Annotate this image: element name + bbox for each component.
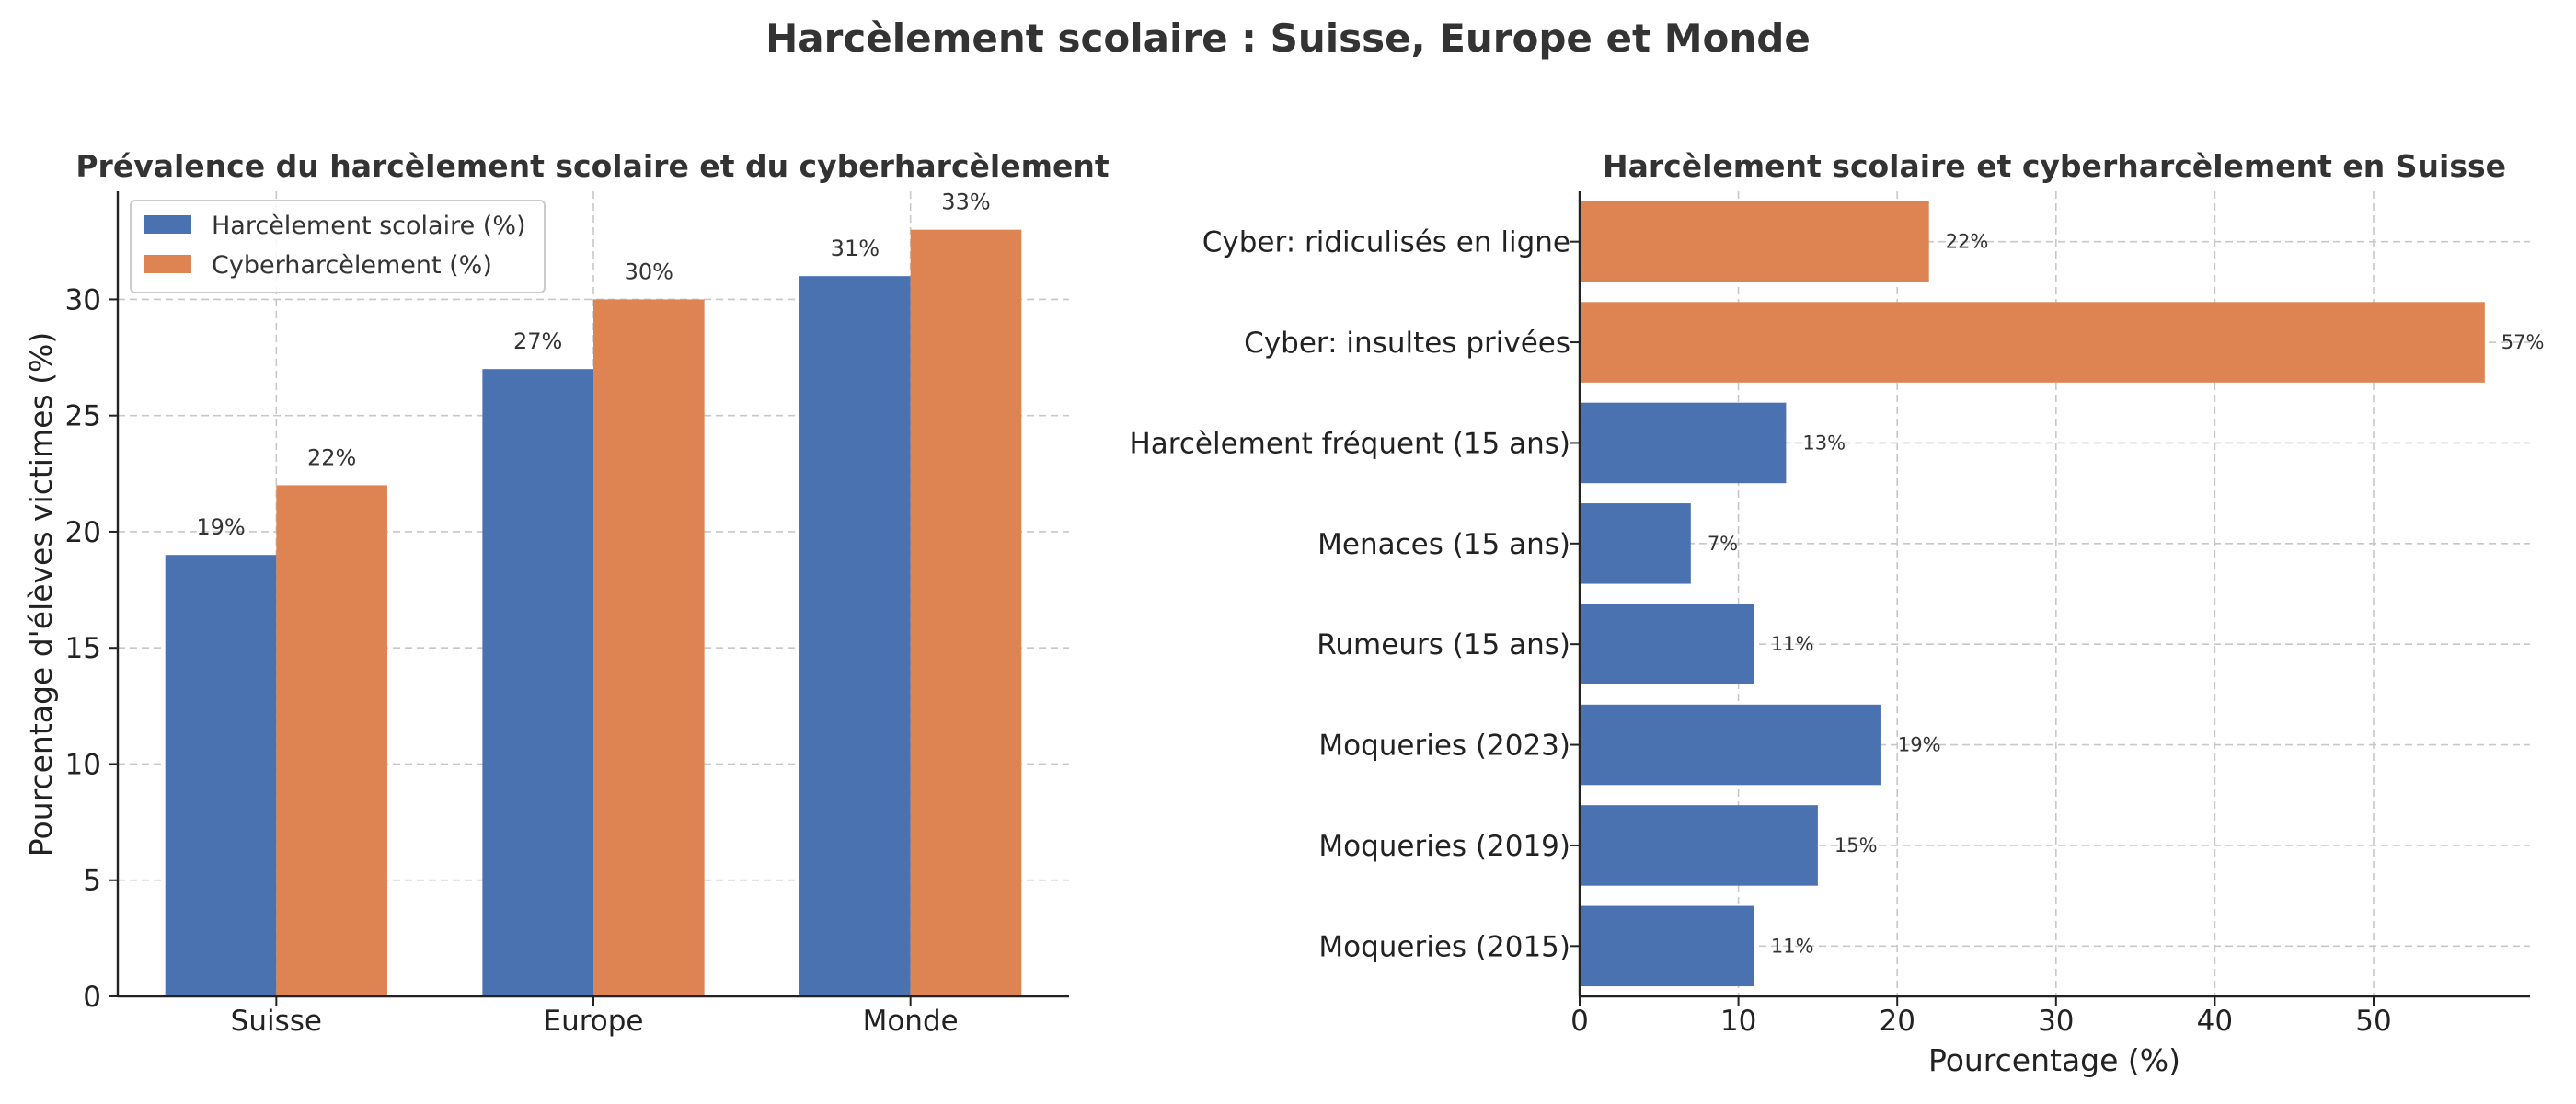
right-axes: 0 10 20 30 40 50 Moqueries (2015) Moqueries (20…: [1130, 191, 2530, 1038]
right-bar-data-label: 19%: [1898, 734, 1941, 756]
right-bar: [1580, 805, 1818, 886]
left-y-tick-label: 5: [83, 865, 101, 898]
right-bar: [1580, 704, 1881, 786]
left-bar-data-label: 31%: [831, 236, 880, 261]
legend-swatch-bullying: [144, 215, 191, 234]
right-y-tick-label: Moqueries (2023): [1318, 730, 1570, 763]
left-bar-data-label: 33%: [941, 190, 990, 215]
right-x-tick-label: 30: [2038, 1005, 2074, 1038]
right-x-axis-label: Pourcentage (%): [1928, 1042, 2180, 1078]
prevalence-bar-chart: Prévalence du harcèlement scolaire et du…: [23, 148, 1110, 1038]
left-legend: Harcèlement scolaire (%) Cyberharcèlemen…: [130, 200, 546, 293]
right-y-tick-label: Moqueries (2015): [1318, 930, 1570, 963]
right-y-tick-label: Menaces (15 ans): [1317, 528, 1570, 561]
left-bar-data-label: 19%: [196, 514, 245, 540]
left-y-tick-label: 30: [65, 283, 101, 316]
right-x-tick-label: 40: [2197, 1005, 2233, 1038]
right-bar-data-label: 13%: [1802, 431, 1846, 454]
right-y-tick-label: Cyber: insultes privées: [1244, 327, 1570, 360]
left-bars: [165, 229, 1022, 996]
left-bar-data-label: 27%: [513, 328, 562, 354]
right-x-tick-label: 50: [2355, 1005, 2391, 1038]
left-chart-title: Prévalence du harcèlement scolaire et du…: [75, 148, 1109, 184]
left-y-tick-label: 15: [65, 632, 101, 665]
legend-label-cyberbullying: Cyberharcèlement (%): [212, 251, 492, 280]
right-x-tick-label: 0: [1570, 1005, 1589, 1038]
left-y-tick-label: 10: [65, 748, 101, 781]
right-bar-data-label: 11%: [1771, 935, 1814, 957]
right-bar-data-label: 7%: [1708, 533, 1738, 555]
right-bar-data-label: 15%: [1834, 834, 1878, 857]
figure-title: Harcèlement scolaire : Suisse, Europe et…: [765, 16, 1811, 61]
switzerland-hbar-chart: Harcèlement scolaire et cyberharcèlement…: [1130, 148, 2545, 1078]
legend-swatch-cyberbullying: [144, 255, 191, 273]
right-x-tick-label: 10: [1720, 1005, 1756, 1038]
legend-label-bullying: Harcèlement scolaire (%): [212, 212, 526, 240]
right-bar: [1580, 604, 1754, 684]
right-bar-data-label: 57%: [2501, 331, 2545, 353]
right-y-tick-label: Moqueries (2019): [1318, 830, 1570, 863]
left-y-tick-label: 0: [83, 981, 101, 1014]
left-data-labels: 19% 27% 31% 22% 30% 33%: [196, 190, 990, 541]
right-x-tick-label: 20: [1879, 1005, 1915, 1038]
right-chart-title: Harcèlement scolaire et cyberharcèlement…: [1603, 148, 2506, 184]
right-bar: [1580, 302, 2485, 383]
left-bar: [165, 555, 277, 996]
left-bar: [276, 485, 387, 996]
left-bar-data-label: 30%: [625, 259, 673, 284]
left-y-tick-label: 20: [65, 516, 101, 549]
left-y-tick-label: 25: [65, 400, 101, 433]
left-x-tick-label: Europe: [543, 1005, 643, 1038]
left-bar: [799, 276, 911, 996]
right-y-tick-label: Harcèlement fréquent (15 ans): [1130, 427, 1571, 460]
right-y-tick-label: Rumeurs (15 ans): [1317, 628, 1570, 661]
right-bar: [1580, 402, 1787, 484]
right-bar-data-label: 22%: [1946, 231, 1989, 253]
right-bar: [1580, 905, 1754, 987]
right-bars: [1580, 201, 2485, 987]
left-bar: [910, 229, 1022, 996]
right-data-labels: 11% 15% 19% 11% 7% 13% 57% 22%: [1708, 231, 2545, 958]
left-x-tick-label: Suisse: [231, 1005, 322, 1038]
left-bar: [593, 299, 705, 996]
left-bar: [482, 369, 593, 996]
left-bar-data-label: 22%: [307, 444, 356, 470]
right-bar-data-label: 11%: [1771, 633, 1814, 655]
right-bar: [1580, 503, 1691, 584]
left-y-axis-label: Pourcentage d'élèves victimes (%): [23, 332, 59, 857]
right-bar: [1580, 201, 1929, 282]
left-axes: 0 5 10 15 20 25 30 Suisse Europe Monde: [65, 191, 1069, 1038]
right-y-tick-label: Cyber: ridiculisés en ligne: [1202, 226, 1570, 259]
legend-frame: [130, 200, 546, 293]
left-x-tick-label: Monde: [863, 1005, 959, 1038]
